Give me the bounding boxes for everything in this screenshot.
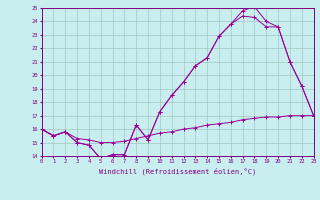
X-axis label: Windchill (Refroidissement éolien,°C): Windchill (Refroidissement éolien,°C) xyxy=(99,167,256,175)
